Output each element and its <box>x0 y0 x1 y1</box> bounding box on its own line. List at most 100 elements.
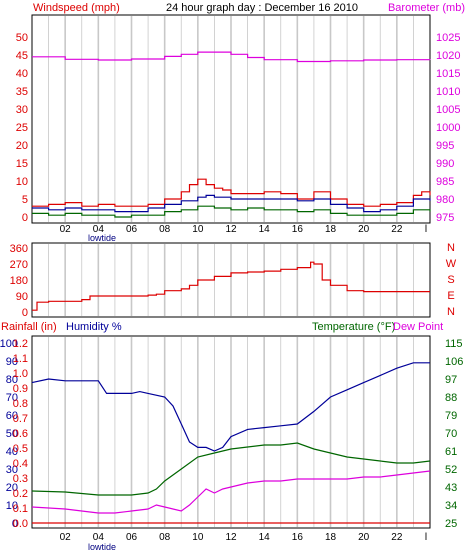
y-tick-label: 995 <box>436 140 454 152</box>
x-tick-label: 22 <box>391 532 403 543</box>
x-tick-label: 14 <box>259 224 271 235</box>
y-tick-label: 1010 <box>436 86 460 98</box>
y-tick-label: 0.8 <box>13 398 28 410</box>
barometer-label: Barometer (mb) <box>388 2 465 14</box>
series-line-green <box>32 205 431 218</box>
y-tick-label: 0.5 <box>13 443 28 455</box>
x-tick-label: 14 <box>259 532 271 543</box>
y-tick-label: 1025 <box>436 32 460 44</box>
y-tick-label: 40 <box>6 446 18 458</box>
y-tick-label: 30 <box>6 464 18 476</box>
y-tick-label: 88 <box>445 392 457 404</box>
x-tick-label: l <box>425 224 427 235</box>
y-tick-label: 0 <box>22 212 28 224</box>
y-tick-label: 0.1 <box>13 503 28 515</box>
y-tick-label: 52 <box>445 464 457 476</box>
y-tick-label: 35 <box>16 86 28 98</box>
y-tick-label: 0.9 <box>13 383 28 395</box>
y-tick-label: 360 <box>10 243 28 255</box>
direction-axis-ticks: 0 90 180 270 360 <box>10 243 28 319</box>
barometer-axis-ticks: 975 980 985 990 995 1000 1005 1010 1015 1020 1025 <box>436 32 460 224</box>
y-tick-label: 0.3 <box>13 473 28 485</box>
x-tick-label: 16 <box>292 532 304 543</box>
y-tick-label: 106 <box>445 356 463 368</box>
compass-n-top: N <box>447 242 455 254</box>
direction-panel-series <box>32 261 430 311</box>
humidity-axis-ticks: 0 10 20 30 40 50 60 70 80 90 100 <box>0 338 18 530</box>
x-tick-label: 22 <box>391 224 403 235</box>
x-tick-label: 18 <box>325 532 337 543</box>
wind-panel-series <box>32 51 431 218</box>
bottom-panel-grid <box>48 337 414 527</box>
x-tick-label: 20 <box>358 224 370 235</box>
bottom-panel-series <box>31 362 431 524</box>
x-tick-label: 04 <box>93 532 105 543</box>
x-tick-label: 12 <box>225 532 237 543</box>
y-tick-label: 60 <box>6 410 18 422</box>
y-tick-label: 45 <box>16 50 28 62</box>
series-line-blue <box>31 362 430 452</box>
rainfall-label: Rainfall (in) <box>1 321 57 333</box>
y-tick-label: 10 <box>16 176 28 188</box>
compass-s: S <box>447 274 454 286</box>
y-tick-label: 1015 <box>436 68 460 80</box>
y-tick-label: 985 <box>436 176 454 188</box>
humidity-label: Humidity % <box>66 321 122 333</box>
y-tick-label: 43 <box>445 482 457 494</box>
y-tick-label: 70 <box>445 428 457 440</box>
dewpoint-label: Dew Point <box>393 321 443 333</box>
x-tick-label: l <box>425 532 427 543</box>
compass-e: E <box>447 290 454 302</box>
windspeed-axis-ticks: 0 5 10 15 20 25 30 35 40 45 50 <box>16 32 28 224</box>
x-tick-label: 10 <box>192 224 204 235</box>
x-tick-label: 10 <box>192 532 204 543</box>
y-tick-label: 97 <box>445 374 457 386</box>
y-tick-label: 50 <box>16 32 28 44</box>
y-tick-label: 50 <box>6 428 18 440</box>
temperature-axis-ticks: 25 34 43 52 61 70 79 88 97 106 115 <box>445 338 463 530</box>
bottom-panel-tide-label: lowtide <box>88 542 116 552</box>
y-tick-label: 34 <box>445 500 457 512</box>
y-tick-label: 1.2 <box>13 338 28 350</box>
x-tick-label: 06 <box>126 532 138 543</box>
wind-panel-tide-label: lowtide <box>88 233 116 243</box>
y-tick-label: 79 <box>445 410 457 422</box>
y-tick-label: 115 <box>445 338 463 350</box>
y-tick-label: 90 <box>16 291 28 303</box>
y-tick-label: 15 <box>16 158 28 170</box>
y-tick-label: 0 <box>12 518 18 530</box>
y-tick-label: 1000 <box>436 122 460 134</box>
wind-panel-x-ticks: 02 04 06 08 10 12 14 16 18 20 22 l <box>60 224 428 235</box>
y-tick-label: 270 <box>10 259 28 271</box>
series-line-blue <box>32 194 431 213</box>
series-line-red <box>32 261 430 311</box>
y-tick-label: 1.1 <box>13 353 28 365</box>
y-tick-label: 5 <box>22 194 28 206</box>
y-tick-label: 25 <box>445 518 457 530</box>
y-tick-label: 61 <box>445 446 457 458</box>
x-tick-label: 06 <box>126 224 138 235</box>
x-tick-label: 18 <box>325 224 337 235</box>
y-tick-label: 990 <box>436 158 454 170</box>
y-tick-label: 20 <box>6 482 18 494</box>
wind-panel-grid <box>48 16 414 222</box>
y-tick-label: 975 <box>436 212 454 224</box>
x-tick-label: 02 <box>60 224 72 235</box>
x-tick-label: 02 <box>60 532 72 543</box>
chart-title: 24 hour graph day : December 16 2010 <box>166 2 358 14</box>
compass-labels: N W S E N <box>446 242 457 318</box>
y-tick-label: 180 <box>10 275 28 287</box>
x-tick-label: 12 <box>225 224 237 235</box>
y-tick-label: 0.4 <box>13 458 28 470</box>
y-tick-label: 980 <box>436 194 454 206</box>
compass-n-bottom: N <box>447 306 455 318</box>
y-tick-label: 0.6 <box>13 428 28 440</box>
y-tick-label: 0 <box>22 307 28 319</box>
y-tick-label: 25 <box>16 122 28 134</box>
y-tick-label: 0.0 <box>13 518 28 530</box>
y-tick-label: 1.0 <box>13 368 28 380</box>
y-tick-label: 40 <box>16 68 28 80</box>
windspeed-label: Windspeed (mph) <box>33 2 120 14</box>
y-tick-label: 80 <box>6 374 18 386</box>
y-tick-label: 90 <box>6 356 18 368</box>
